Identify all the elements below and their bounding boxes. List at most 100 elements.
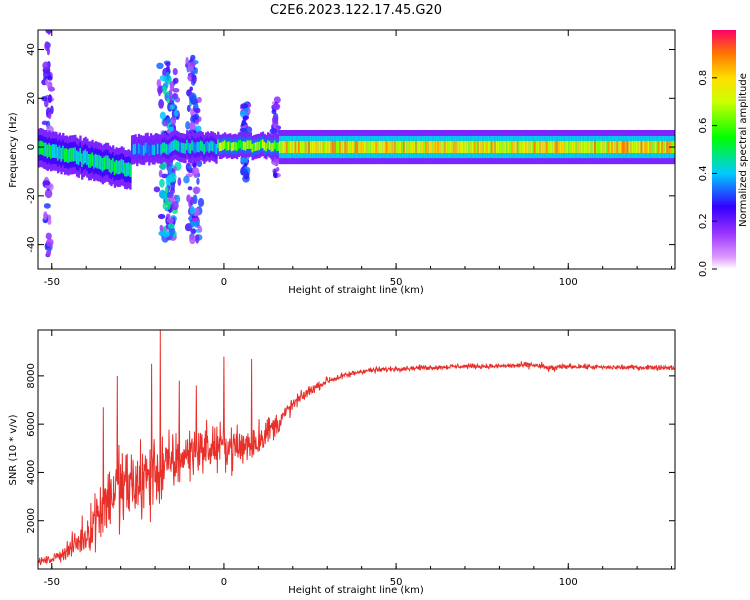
spectrogram-band-cell: [475, 141, 478, 154]
spectrogram-band-cell: [538, 141, 542, 154]
spectrogram-band-cell: [56, 146, 60, 161]
spectrogram-band-cell: [502, 141, 506, 154]
spectrogram-band-cell: [125, 162, 129, 177]
spectrogram-band-cell: [433, 141, 437, 154]
spectrogram-band-cell: [444, 141, 447, 154]
snr-x-label: Height of straight line (km): [288, 585, 424, 596]
spectrogram-band-cell: [106, 155, 110, 170]
spectrogram-band-cell: [297, 141, 301, 154]
spectrogram-band-cell: [206, 140, 210, 152]
spectrogram-band-cell: [630, 141, 633, 154]
snr-panel: -50 0 50 100 2000 4000 6000 8000 Height of stra…: [8, 329, 676, 596]
spectrogram-band-cell: [41, 141, 44, 155]
spectrogram-band-cell: [291, 141, 294, 154]
snr-x-tick-label: -50: [44, 577, 60, 588]
figure-title: C2E6.2023.122.17.45.G20: [270, 3, 442, 18]
spectrogram-band-cell: [449, 141, 452, 154]
spectrogram-band-cell: [117, 160, 120, 175]
spectrogram-scatter-cell: [191, 217, 199, 222]
spectrogram-band-cell: [404, 141, 408, 154]
spectrogram-band-cell: [427, 141, 430, 154]
spectrogram-band-cell: [68, 148, 72, 162]
spectrogram-scatter-cell: [42, 61, 50, 70]
spectrogram-band-cell: [44, 142, 48, 157]
spectrogram-band-cell: [483, 141, 487, 154]
spectrogram-scatter-cell: [241, 119, 247, 125]
spectrogram-band-cell: [93, 154, 96, 169]
spectrogram-band-cell: [143, 145, 146, 156]
spectrogram-band-cell: [335, 141, 339, 154]
spectrogram-band-cell: [225, 142, 228, 151]
spectrogram-band-cell: [618, 141, 621, 154]
spectrogram-band-cell: [597, 141, 600, 154]
spectrogram-band-cell: [644, 141, 647, 154]
spectrogram-scatter-cell: [273, 157, 281, 164]
spectrogram-scatter-cell: [158, 169, 163, 178]
spectrogram-scatter-cell: [45, 78, 49, 86]
spectrogram-scatter-cell: [162, 120, 169, 127]
spectrogram-band-cell: [463, 141, 466, 154]
spectrogram-band-cell: [232, 142, 235, 151]
spectrogram-band-cell: [182, 143, 185, 154]
spectrogram-band-cell: [153, 144, 156, 156]
spectrogram-band-cell: [594, 141, 597, 154]
spectrogram-band-cell: [353, 141, 356, 154]
spectrogram-band-cell: [38, 141, 41, 155]
spectrogram-band-cell: [506, 141, 509, 154]
spectrogram-band-cell: [175, 140, 179, 151]
spectrogram-band-cell: [155, 142, 158, 153]
spectrogram-band-cell: [521, 141, 525, 154]
spectrogram-band-cell: [310, 141, 313, 154]
spectrogram-band-cell: [342, 141, 346, 154]
spectrogram-band-cell: [547, 141, 550, 154]
spectrogram-band-cell: [451, 141, 454, 154]
spectrogram-band-cell: [607, 141, 611, 154]
spectrogram-band-cell: [380, 141, 383, 154]
colorbar-tick-label: 0.2: [698, 213, 709, 229]
spectrogram-band-cell: [167, 144, 170, 155]
spectrogram-band-cell: [499, 141, 502, 154]
spectrogram-scatter-cell: [162, 85, 167, 95]
spectrogram-band-cell: [235, 142, 239, 152]
spectrogram-band-cell: [580, 141, 583, 154]
spectrogram-band-cell: [649, 141, 652, 154]
spectrogram-band-cell: [497, 141, 500, 154]
snr-x-tick-label: 0: [221, 577, 227, 588]
spectrogram-band-cell: [566, 141, 569, 154]
spectrogram-band-cell: [151, 144, 154, 155]
spectrogram-band-cell: [654, 141, 657, 154]
spectrogram-scatter-cell: [158, 99, 165, 109]
spectrogram-band-cell: [585, 141, 588, 154]
spectrogram-band-cell: [392, 141, 395, 154]
spectrogram-band-cell: [55, 144, 58, 159]
spectrogram-scatter-cell: [173, 109, 179, 117]
spectrogram-band-cell: [609, 141, 612, 154]
spectrogram-band-cell: [402, 141, 406, 154]
snr-y-tick-label: 2000: [26, 508, 37, 533]
spectrogram-band-cell: [595, 141, 599, 154]
spectrogram-band-cell: [160, 144, 163, 155]
spectrogram-band-cell: [356, 141, 359, 154]
spectrogram-band-cell: [301, 141, 304, 154]
spectrogram-scatter-cell: [47, 94, 52, 104]
spectrogram-band-cell: [180, 142, 184, 153]
spectrogram-scatter-cell: [185, 121, 191, 130]
spectrogram-band-cell: [134, 143, 137, 155]
spectrogram-band-cell: [275, 142, 278, 152]
spectrogram-band-cell: [432, 141, 435, 154]
spectrogram-band-cell: [361, 141, 364, 154]
spectrogram-band-cell: [359, 141, 363, 154]
spectrogram-band-cell: [628, 141, 631, 154]
spectrogram-band-cell: [284, 141, 287, 154]
spectrogram-band-cell: [87, 153, 91, 168]
snr-y-tick-label: 6000: [26, 411, 37, 436]
spectrogram-band-cell: [363, 141, 366, 154]
spectrogram-band-cell: [141, 145, 144, 156]
spectrogram-band-cell: [614, 141, 618, 154]
spectrogram-scatter-cell: [189, 205, 196, 215]
spectrogram-band-cell: [211, 141, 215, 152]
spectrogram-scatter-cell: [194, 125, 202, 132]
spectrogram-band-cell: [633, 141, 637, 154]
spectrogram-band-cell: [544, 141, 547, 154]
spectrogram-x-tick-label: 0: [221, 277, 227, 288]
